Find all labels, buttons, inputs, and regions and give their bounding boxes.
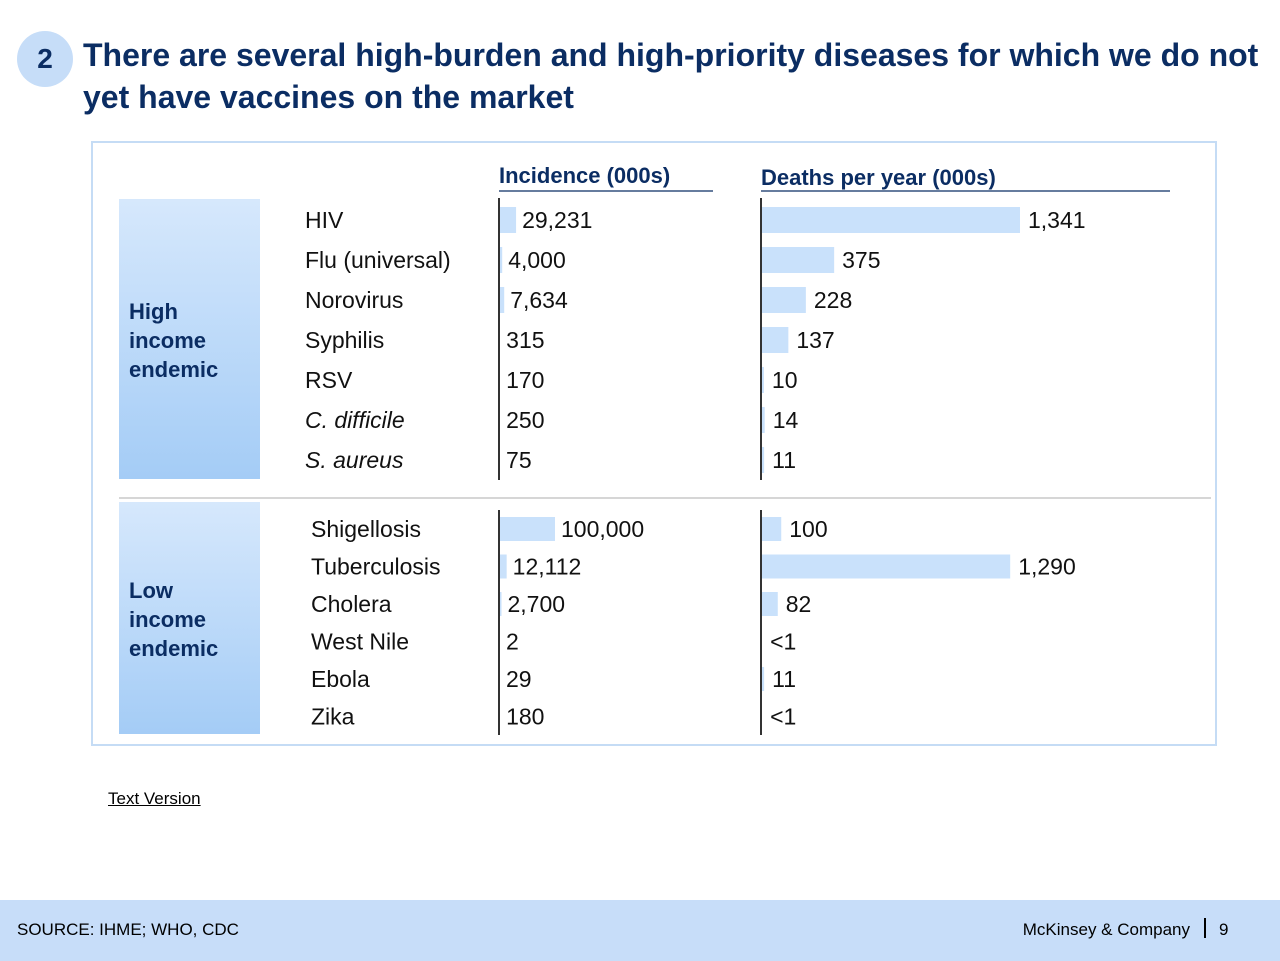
incidence-bar [500,247,503,273]
text-version-link[interactable]: Text Version [108,789,201,808]
disease-label: Shigellosis [311,516,421,542]
disease-label: West Nile [311,629,409,655]
deaths-value: 137 [796,327,834,353]
deaths-bar [762,554,1011,579]
deaths-value: 1,341 [1028,207,1086,233]
deaths-bar [762,247,835,273]
incidence-value: 2,700 [507,591,565,617]
deaths-bar [762,592,778,616]
disease-label: C. difficile [305,407,405,433]
deaths-bar [762,287,806,313]
source-note: SOURCE: IHME; WHO, CDC [17,920,239,939]
deaths-bar [762,517,782,541]
deaths-value: 375 [842,247,880,273]
disease-label: Syphilis [305,327,384,353]
group-label-text: income [129,328,206,353]
deaths-value: <1 [770,629,796,655]
deaths-value: 228 [814,287,852,313]
deaths-value: 11 [772,447,796,473]
incidence-bar [500,517,555,541]
group-label-text: income [129,607,206,632]
group-label-box [119,502,260,734]
deaths-value: 11 [772,666,796,692]
deaths-value: 14 [773,407,799,433]
incidence-value: 29 [506,666,532,692]
footer-separator [1204,918,1206,938]
incidence-value: 250 [506,407,544,433]
disease-label: HIV [305,207,344,233]
group-label-text: endemic [129,636,218,661]
incidence-value: 100,000 [561,516,644,542]
chart-frame [91,141,1217,746]
slide-title: There are several high-burden and high-p… [83,37,1259,115]
disease-label: Tuberculosis [311,554,441,580]
incidence-value: 2 [506,629,519,655]
incidence-value: 75 [506,447,532,473]
slide-number-badge: 2 [17,31,73,87]
incidence-bar [500,592,502,616]
deaths-bar [762,207,1020,233]
incidence-bar [500,287,505,313]
deaths-bar [762,367,764,393]
incidence-value: 180 [506,704,544,730]
column-header-deaths: Deaths per year (000s) [761,165,996,190]
deaths-value: <1 [770,704,796,730]
column-header-incidence: Incidence (000s) [499,163,670,188]
group-label-text: endemic [129,357,218,382]
incidence-value: 7,634 [510,287,568,313]
disease-label: Flu (universal) [305,247,451,273]
deaths-bar [762,327,789,353]
brand-name: McKinsey & Company [1022,920,1190,939]
deaths-bar [762,447,765,473]
disease-label: Cholera [311,591,392,617]
incidence-bar [500,554,507,579]
disease-label: Zika [311,704,355,730]
disease-label: S. aureus [305,447,404,473]
page-number: 9 [1219,920,1229,939]
disease-label: Norovirus [305,287,403,313]
deaths-value: 10 [772,367,798,393]
deaths-value: 82 [786,591,812,617]
incidence-value: 29,231 [522,207,592,233]
disease-burden-chart: Incidence (000s) Deaths per year (000s) Hi… [119,163,1211,735]
group-label-text: High [129,299,178,324]
deaths-value: 100 [789,516,827,542]
footer-bar [0,900,1280,961]
incidence-bar [500,207,517,233]
incidence-value: 170 [506,367,544,393]
disease-label: RSV [305,367,353,393]
group-label-text: Low [129,578,174,603]
deaths-bar [762,667,765,691]
incidence-value: 4,000 [508,247,566,273]
group-label-box [119,199,260,479]
incidence-value: 315 [506,327,544,353]
incidence-value: 12,112 [513,554,582,580]
deaths-bar [762,407,765,433]
deaths-value: 1,290 [1018,554,1076,580]
disease-label: Ebola [311,666,370,692]
